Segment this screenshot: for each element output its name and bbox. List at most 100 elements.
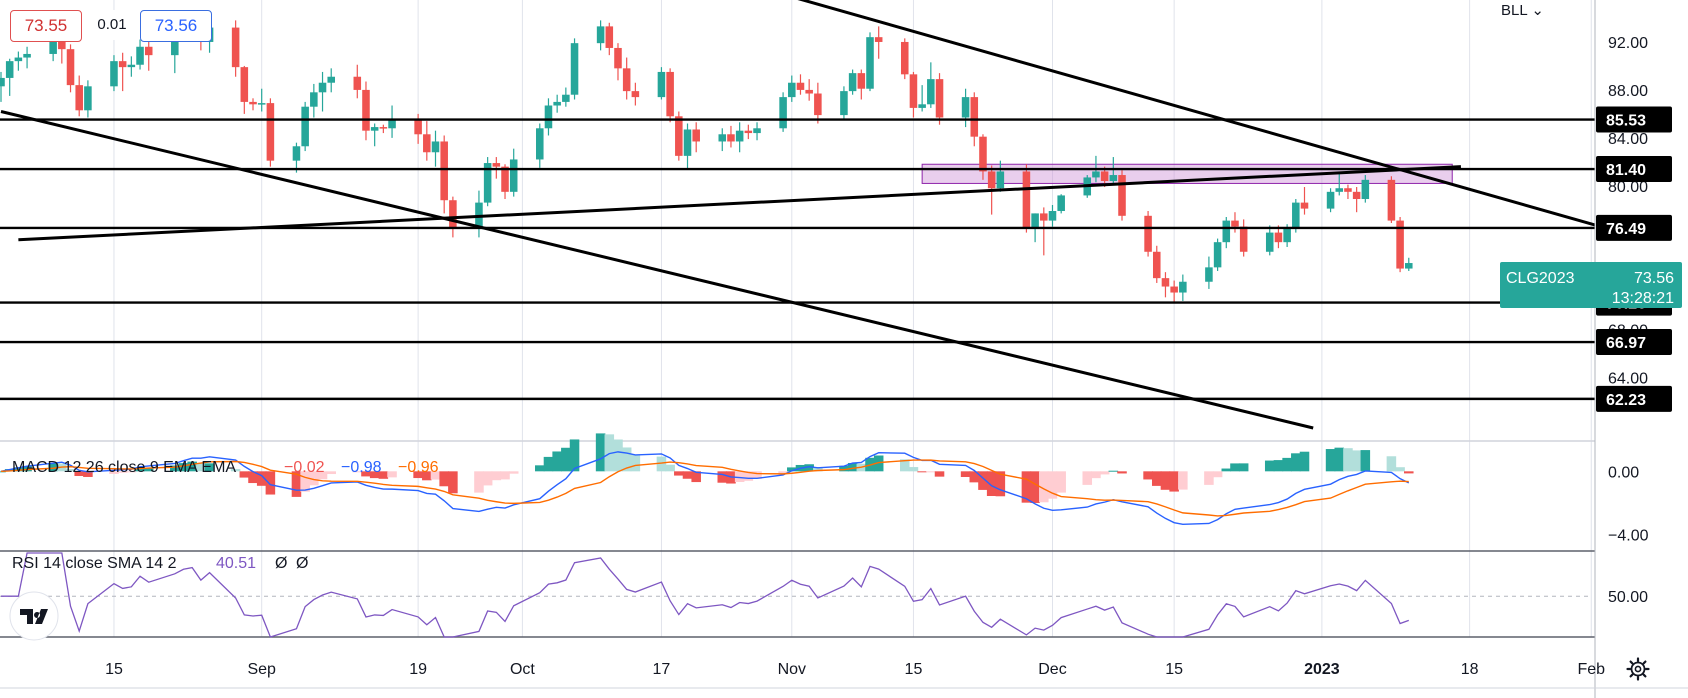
trendlines[interactable] xyxy=(0,0,1627,430)
candle-body-87 xyxy=(1048,211,1057,221)
candle-body-76 xyxy=(918,104,926,108)
candle-body-27 xyxy=(318,82,327,93)
macd-histogram-bar-21 xyxy=(248,471,258,484)
macd-histogram-bar-58 xyxy=(691,471,701,483)
candlestick-series xyxy=(0,13,1413,304)
candle-body-44 xyxy=(536,128,544,160)
macd-histogram-bar-64 xyxy=(778,471,788,474)
macd-y-tick-1: −4.00 xyxy=(1608,527,1649,544)
macd-histogram-bar-18 xyxy=(204,463,215,472)
macd-histogram-bar-4 xyxy=(48,463,58,472)
bid-price-button[interactable]: 73.55 xyxy=(10,10,82,42)
level-tag-bg-5 xyxy=(1596,385,1672,412)
macd-histogram-bar-55 xyxy=(665,464,675,472)
macd-signal-line xyxy=(0,459,1409,517)
trendline-0 xyxy=(0,110,1314,430)
y-tick-label-3: 80.00 xyxy=(1608,179,1648,196)
macd-histogram-bar-63 xyxy=(752,471,762,479)
candle-body-71 xyxy=(857,73,866,89)
macd-histogram-bar-85 xyxy=(1030,471,1040,503)
candle-body-81 xyxy=(979,136,987,172)
candle-body-60 xyxy=(727,134,735,142)
candle-body-109 xyxy=(1326,191,1335,209)
candle-body-25 xyxy=(301,106,309,147)
candle-body-66 xyxy=(796,82,805,90)
macd-histogram-bar-48 xyxy=(569,439,580,472)
candle-body-1 xyxy=(5,61,14,78)
macd-histogram-bar-11 xyxy=(126,471,137,473)
macd-histogram-bar-102 xyxy=(1230,463,1240,472)
rsi-extra-2: Ø xyxy=(296,555,308,572)
level-tag-5: 62.23 xyxy=(1606,392,1646,409)
candle-body-51 xyxy=(614,47,622,69)
candle-body-77 xyxy=(927,79,935,105)
candle-body-75 xyxy=(909,74,918,108)
candle-body-108 xyxy=(1300,202,1309,209)
candle-body-53 xyxy=(631,91,640,98)
candle-body-30 xyxy=(362,89,370,131)
macd-signal-value: −0.96 xyxy=(398,459,439,476)
macd-histogram-bar-116 xyxy=(1404,471,1414,474)
candle-body-95 xyxy=(1152,251,1161,279)
candle-body-19 xyxy=(231,27,240,68)
candle-body-35 xyxy=(423,134,431,153)
macd-histogram-bar-65 xyxy=(787,467,797,472)
price-panel[interactable] xyxy=(0,0,1627,430)
candle-body-11 xyxy=(127,64,136,68)
macd-histogram-bar-74 xyxy=(899,459,910,472)
macd-histogram-bar-38 xyxy=(448,471,458,494)
candle-body-42 xyxy=(501,166,509,192)
candle-body-99 xyxy=(1205,267,1213,282)
macd-histogram-bar-76 xyxy=(917,471,927,473)
chevron-down-icon: ⌄ xyxy=(1531,2,1544,19)
macd-histogram-bar-86 xyxy=(1039,471,1049,503)
macd-histogram-bar-96 xyxy=(1160,471,1171,490)
candle-body-33 xyxy=(388,118,396,129)
candle-body-88 xyxy=(1057,195,1065,212)
macd-histogram-bar-97 xyxy=(1169,471,1179,492)
candle-body-36 xyxy=(431,141,440,153)
candle-body-40 xyxy=(483,163,492,203)
symbol-menu[interactable]: BLL ⌄ xyxy=(1501,0,1576,24)
candle-body-4 xyxy=(49,38,57,54)
macd-histogram-bar-69 xyxy=(839,465,849,472)
macd-histogram-bar-68 xyxy=(813,467,823,472)
macd-histogram-bar-6 xyxy=(65,469,76,472)
macd-histogram-bar-37 xyxy=(439,471,449,487)
x-tick-label-9: 2023 xyxy=(1304,661,1340,678)
y-tick-label-0: 92.00 xyxy=(1608,35,1648,52)
candle-body-116 xyxy=(1405,263,1413,269)
macd-histogram-bar-9 xyxy=(109,471,119,474)
candle-body-43 xyxy=(509,159,518,192)
candle-body-21 xyxy=(249,101,257,105)
candle-body-14 xyxy=(171,38,179,56)
candle-body-50 xyxy=(605,26,614,48)
macd-histogram-bar-78 xyxy=(934,471,945,477)
macd-histogram-bar-109 xyxy=(1325,449,1336,472)
candle-body-69 xyxy=(840,91,848,116)
ask-price-button[interactable]: 73.56 xyxy=(140,10,212,42)
candle-body-13 xyxy=(144,46,153,56)
macd-histogram-bar-31 xyxy=(369,471,380,479)
gear-icon[interactable] xyxy=(1626,657,1650,681)
level-tag-bg-1 xyxy=(1596,156,1672,183)
level-tag-2: 76.49 xyxy=(1606,221,1646,238)
x-tick-label-8: 15 xyxy=(1165,661,1183,678)
macd-histogram-bar-111 xyxy=(1343,448,1353,472)
candle-body-78 xyxy=(935,79,944,118)
macd-histogram-bar-79 xyxy=(960,471,971,477)
macd-histogram-bar-40 xyxy=(482,471,493,486)
x-tick-label-11: Feb xyxy=(1577,661,1605,678)
y-tick-label-2: 84.00 xyxy=(1608,131,1648,148)
macd-panel xyxy=(0,433,1414,526)
macd-histogram-bar-47 xyxy=(561,447,571,472)
tradingview-logo[interactable] xyxy=(9,591,59,641)
candle-body-72 xyxy=(866,37,874,89)
badge-price: 73.56 xyxy=(1634,270,1674,287)
level-tag-4: 66.97 xyxy=(1606,335,1646,352)
candle-body-47 xyxy=(562,94,570,102)
grid-lines xyxy=(0,0,1688,638)
horizontal-levels[interactable] xyxy=(0,118,1595,401)
macd-histogram-bar-83 xyxy=(995,471,1006,497)
